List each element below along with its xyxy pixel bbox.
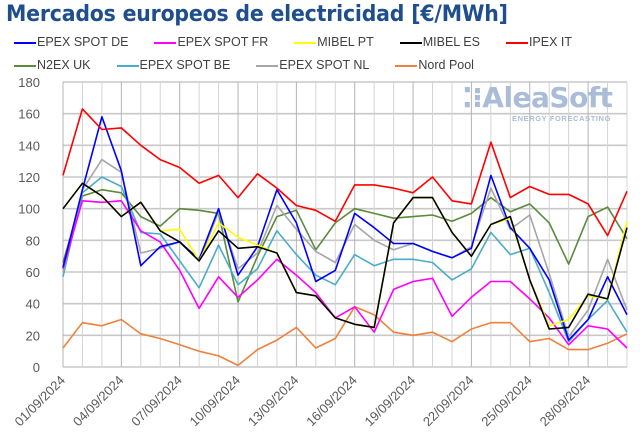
legend-swatch [14, 64, 36, 67]
legend-swatch [14, 41, 36, 44]
x-tick-label: 16/09/2024 [303, 373, 360, 430]
legend-swatch [154, 41, 177, 44]
legend-item-mibel-pt: MIBEL PT [294, 35, 374, 50]
y-tick-label: 80 [26, 233, 40, 248]
legend-swatch [505, 41, 528, 44]
legend-item-epex-spot-nl: EPEX SPOT NL [256, 58, 369, 73]
series-line-epex-spot-be [62, 176, 628, 343]
series-line-nord-pool [62, 305, 628, 367]
legend-item-epex-spot-be: EPEX SPOT BE [116, 58, 231, 73]
aleasoft-logo: ⁚⁝AleaSoft ENERGY FORECASTING [462, 84, 622, 126]
legend-swatch [399, 41, 422, 44]
legend-label: EPEX SPOT NL [279, 58, 370, 72]
logo-wordmark: ⁚⁝AleaSoft [462, 81, 613, 114]
series-line-epex-spot-fr [62, 200, 628, 349]
legend-swatch [294, 41, 317, 44]
legend-swatch [395, 64, 418, 67]
legend-label: EPEX SPOT BE [139, 58, 231, 72]
y-tick-label: 100 [18, 202, 40, 217]
x-tick-label: 25/09/2024 [478, 373, 535, 430]
legend-item-ipex-it: IPEX IT [505, 35, 573, 50]
series-line-epex-spot-de [62, 116, 628, 341]
y-tick-label: 120 [18, 170, 40, 185]
y-tick-label: 140 [18, 138, 40, 153]
logo-tagline: ENERGY FORECASTING [512, 114, 612, 123]
y-tick-label: 40 [26, 297, 40, 312]
legend-item-nord-pool: Nord Pool [395, 58, 474, 73]
x-tick-label: 28/09/2024 [537, 373, 594, 430]
legend-label: Nord Pool [418, 58, 474, 72]
x-tick-label: 22/09/2024 [420, 373, 477, 430]
legend-swatch [256, 64, 279, 67]
legend-row-2: N2EX UK EPEX SPOT BE EPEX SPOT NL Nord P… [14, 58, 474, 73]
x-tick-label: 07/09/2024 [128, 373, 185, 430]
x-tick-label: 13/09/2024 [245, 373, 302, 430]
logo-name: AleaSoft [482, 81, 613, 114]
legend-item-epex-spot-fr: EPEX SPOT FR [154, 35, 268, 50]
chart-title: Mercados europeos de electricidad [€/MWh… [6, 2, 508, 27]
y-tick-label: 0 [33, 360, 40, 375]
legend-label: EPEX SPOT DE [37, 35, 129, 49]
legend-label: EPEX SPOT FR [177, 35, 269, 49]
legend-label: N2EX UK [37, 58, 91, 72]
x-tick-label: 04/09/2024 [70, 373, 127, 430]
series-line-mibel-es [62, 182, 628, 330]
legend-item-mibel-es: MIBEL ES [399, 35, 480, 50]
x-tick-label: 19/09/2024 [362, 373, 419, 430]
series-line-ipex-it [62, 108, 628, 237]
y-tick-label: 20 [26, 328, 40, 343]
legend-item-epex-spot-de: EPEX SPOT DE [14, 35, 128, 50]
y-tick-label: 160 [18, 107, 40, 122]
series-line-n2ex-uk [62, 188, 628, 303]
y-tick-label: 60 [26, 265, 40, 280]
x-tick-label: 01/09/2024 [11, 373, 68, 430]
legend-label: MIBEL ES [422, 35, 480, 49]
legend-row-1: EPEX SPOT DE EPEX SPOT FR MIBEL PT MIBEL… [14, 35, 572, 50]
legend-label: MIBEL PT [317, 35, 374, 49]
legend-label: IPEX IT [528, 35, 573, 49]
legend-item-n2ex-uk: N2EX UK [14, 58, 91, 73]
legend-swatch [116, 64, 139, 67]
x-tick-label: 10/09/2024 [187, 373, 244, 430]
y-tick-label: 180 [18, 75, 40, 90]
